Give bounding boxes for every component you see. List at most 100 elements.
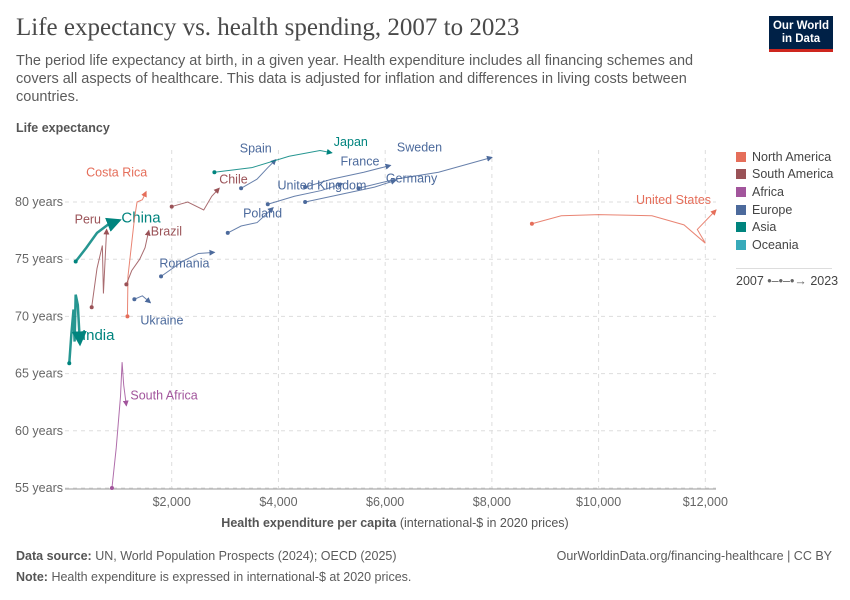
series-label: Poland xyxy=(243,207,282,221)
series-line-romania xyxy=(160,249,216,277)
series-start-point xyxy=(356,186,361,191)
series-line-india xyxy=(68,294,87,364)
legend-item[interactable]: Asia xyxy=(736,218,833,236)
y-tick-label: 75 years xyxy=(15,252,63,266)
y-tick-label: 80 years xyxy=(15,195,63,209)
series-line-south-africa xyxy=(111,362,129,489)
series-line-japan xyxy=(214,148,333,173)
series-label: Costa Rica xyxy=(86,166,147,180)
series-line-chile xyxy=(171,187,220,211)
series-label: Brazil xyxy=(151,225,182,239)
legend-swatch xyxy=(736,204,746,215)
x-tick-label: $2,000 xyxy=(153,495,191,509)
series-start-point xyxy=(529,221,534,226)
series-label: Japan xyxy=(334,135,368,149)
series-label: Peru xyxy=(75,212,101,226)
series-label: South Africa xyxy=(130,389,197,403)
series-line-sweden xyxy=(358,155,493,189)
time-arrow-icon: •–•–•→ xyxy=(767,274,807,288)
series-start-point xyxy=(73,259,78,264)
series-start-point xyxy=(169,204,174,209)
legend-label: North America xyxy=(752,149,832,164)
series-start-point xyxy=(125,314,130,319)
legend-swatch xyxy=(736,169,746,180)
series-start-point xyxy=(89,305,94,310)
legend-label: Africa xyxy=(752,184,784,199)
legend-item[interactable]: Africa xyxy=(736,183,833,201)
legend-swatch xyxy=(736,222,746,233)
series-label: Germany xyxy=(386,171,438,185)
x-tick-label: $4,000 xyxy=(259,495,297,509)
chart-title: Life expectancy vs. health spending, 200… xyxy=(16,14,520,41)
owid-logo[interactable]: Our World in Data xyxy=(769,16,833,52)
legend-item[interactable]: South America xyxy=(736,166,833,184)
legend-swatch xyxy=(736,239,746,250)
series-start-point xyxy=(225,230,230,235)
series-start-point xyxy=(265,202,270,207)
x-tick-label: $8,000 xyxy=(473,495,511,509)
legend-item[interactable]: Europe xyxy=(736,201,833,219)
legend-item[interactable]: North America xyxy=(736,148,833,166)
series-line-china xyxy=(74,217,122,263)
legend-label: South America xyxy=(752,167,834,182)
series-start-point xyxy=(67,361,72,366)
series-start-point xyxy=(212,170,217,175)
series-line-ukraine xyxy=(134,295,152,304)
series-start-point xyxy=(109,486,114,490)
series-line-spain xyxy=(240,158,277,189)
x-axis-label-main: Health expenditure per capita xyxy=(221,516,397,530)
x-tick-label: $10,000 xyxy=(576,495,621,509)
series-line-germany xyxy=(305,178,397,203)
source-text: UN, World Population Prospects (2024); O… xyxy=(95,549,397,563)
legend: North America South America Africa Europe As… xyxy=(736,148,833,254)
series-start-point xyxy=(303,185,308,190)
x-axis-label: Health expenditure per capita (internati… xyxy=(0,516,790,530)
series-label: Spain xyxy=(240,142,272,156)
x-tick-label: $12,000 xyxy=(683,495,728,509)
series-line-france xyxy=(304,163,392,188)
series-line-united-states xyxy=(531,209,717,244)
series-line-costa-rica xyxy=(126,190,147,317)
series-label: Sweden xyxy=(397,140,442,154)
legend-label: Europe xyxy=(752,202,793,217)
series-label: Chile xyxy=(219,172,248,186)
source-label: Data source: xyxy=(16,549,92,563)
legend-swatch xyxy=(736,151,746,162)
series-line-poland xyxy=(227,207,274,234)
time-end: 2023 xyxy=(810,274,839,288)
series-label: China xyxy=(121,209,161,226)
note-text: Health expenditure is expressed in inter… xyxy=(51,570,412,584)
series-start-point xyxy=(132,297,137,302)
note: Note: Health expenditure is expressed in… xyxy=(16,570,411,584)
series-label: United States xyxy=(636,193,711,207)
chart-subtitle: The period life expectancy at birth, in … xyxy=(16,53,694,105)
data-source: Data source: UN, World Population Prospe… xyxy=(16,549,397,563)
x-tick-label: $6,000 xyxy=(366,495,404,509)
x-axis-label-unit: (international-$ in 2020 prices) xyxy=(399,516,569,530)
series-line-brazil xyxy=(125,229,151,285)
series-line-united-kingdom xyxy=(267,182,344,205)
series-label: France xyxy=(341,154,380,168)
series-start-point xyxy=(239,186,244,191)
legend-swatch xyxy=(736,186,746,197)
y-tick-label: 70 years xyxy=(15,309,63,323)
legend-item[interactable]: Oceania xyxy=(736,236,833,254)
series-label: United Kingdom xyxy=(277,179,366,193)
series-label: Ukraine xyxy=(140,314,183,328)
y-tick-label: 60 years xyxy=(15,424,63,438)
y-tick-label: 55 years xyxy=(15,481,63,495)
series-label: Romania xyxy=(159,256,209,270)
note-label: Note: xyxy=(16,570,48,584)
legend-label: Oceania xyxy=(752,237,799,252)
time-start: 2007 xyxy=(736,274,764,288)
y-tick-label: 65 years xyxy=(15,367,63,381)
series-start-point xyxy=(159,274,164,279)
time-legend: 2007 •–•–•→ 2023 xyxy=(736,268,838,288)
series-start-point xyxy=(303,200,308,204)
series-start-point xyxy=(124,282,129,287)
series-label: India xyxy=(82,327,115,344)
source-url[interactable]: OurWorldinData.org/financing-healthcare … xyxy=(556,549,832,563)
series-line-peru xyxy=(91,228,110,308)
